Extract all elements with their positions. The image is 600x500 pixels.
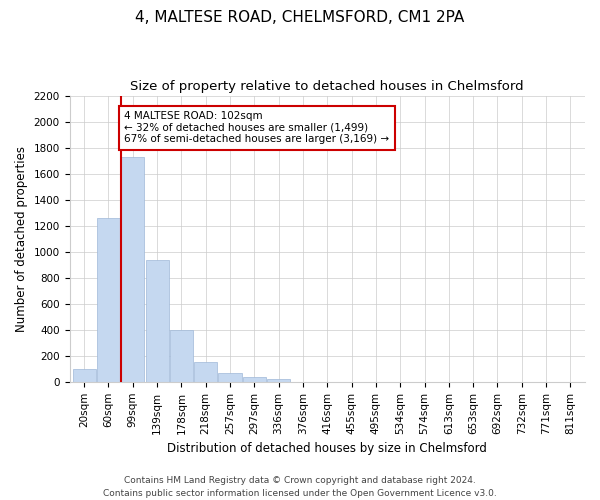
Title: Size of property relative to detached houses in Chelmsford: Size of property relative to detached ho…	[130, 80, 524, 93]
Text: 4 MALTESE ROAD: 102sqm
← 32% of detached houses are smaller (1,499)
67% of semi-: 4 MALTESE ROAD: 102sqm ← 32% of detached…	[124, 111, 389, 144]
Bar	[243, 376, 266, 382]
X-axis label: Distribution of detached houses by size in Chelmsford: Distribution of detached houses by size …	[167, 442, 487, 455]
Bar	[267, 378, 290, 382]
Bar	[146, 260, 169, 382]
Bar	[121, 156, 144, 382]
Bar	[73, 369, 95, 382]
Y-axis label: Number of detached properties: Number of detached properties	[15, 146, 28, 332]
Text: 4, MALTESE ROAD, CHELMSFORD, CM1 2PA: 4, MALTESE ROAD, CHELMSFORD, CM1 2PA	[136, 10, 464, 25]
Bar	[170, 330, 193, 382]
Bar	[194, 362, 217, 382]
Bar	[97, 218, 120, 382]
Bar	[218, 374, 242, 382]
Text: Contains HM Land Registry data © Crown copyright and database right 2024.
Contai: Contains HM Land Registry data © Crown c…	[103, 476, 497, 498]
